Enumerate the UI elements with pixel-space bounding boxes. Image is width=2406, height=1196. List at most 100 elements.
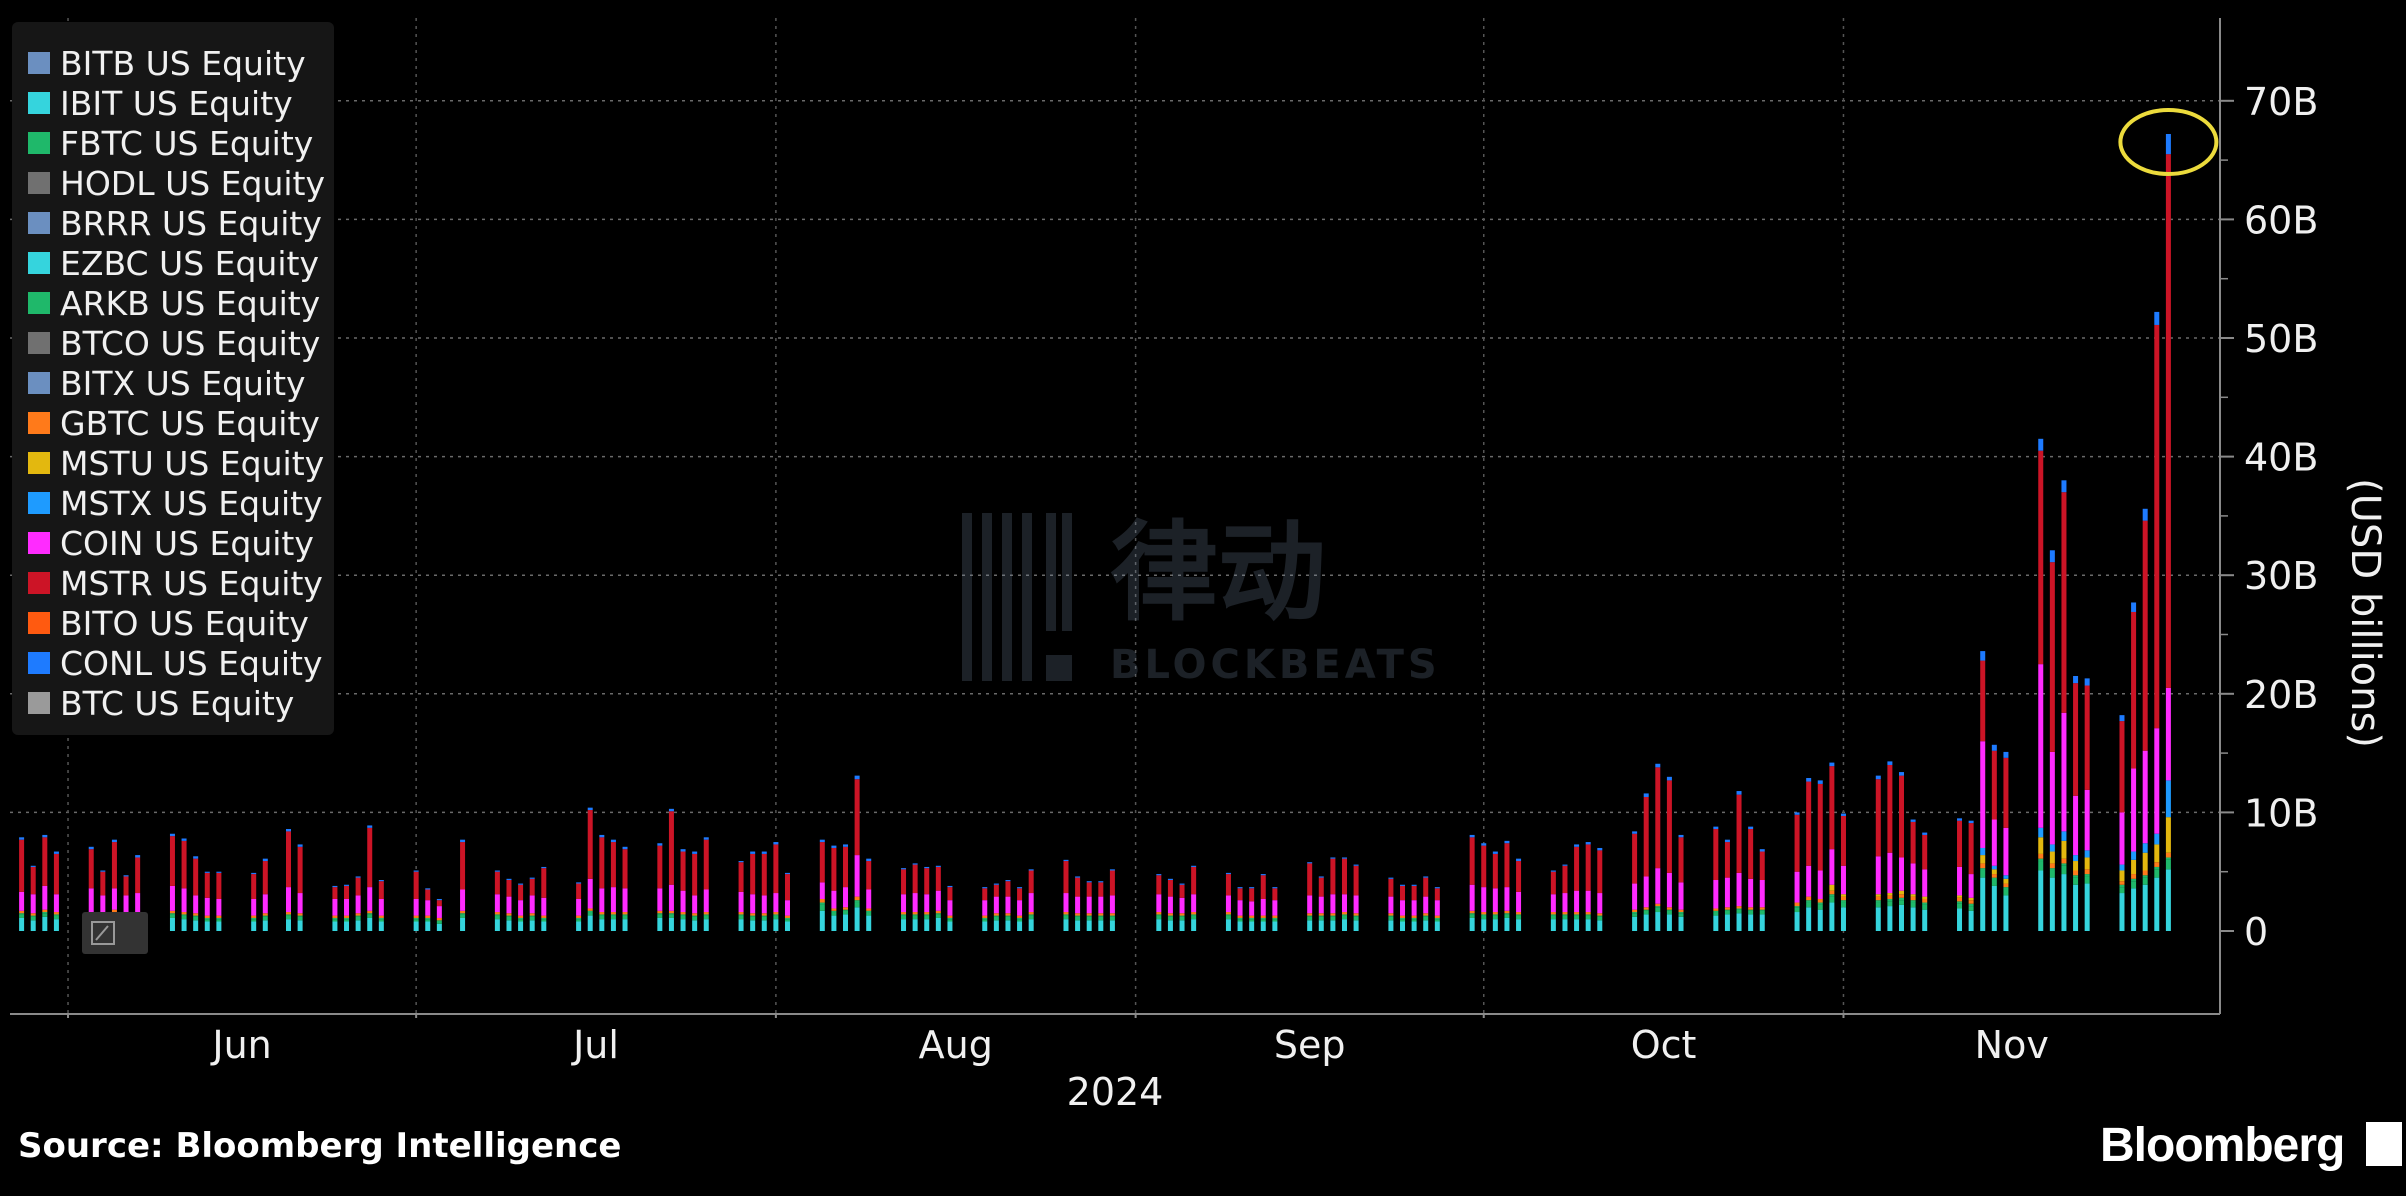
scroll-icon[interactable] — [82, 912, 148, 954]
bar-segment — [1516, 919, 1522, 931]
bar-segment — [518, 919, 524, 922]
bar-segment — [1922, 869, 1928, 897]
bar-stack — [367, 825, 373, 931]
bar-segment — [2119, 893, 2125, 931]
bar-segment — [773, 844, 779, 894]
legend-swatch — [28, 252, 50, 274]
bar-segment — [1167, 880, 1173, 897]
bar-segment — [1504, 887, 1510, 911]
bar-segment — [982, 900, 988, 916]
bar-segment — [924, 912, 930, 915]
bar-segment — [1806, 902, 1812, 908]
bar-segment — [2038, 837, 2044, 854]
bar-segment — [518, 900, 524, 916]
bar-segment — [2061, 492, 2067, 713]
bar-segment — [1910, 819, 1916, 822]
bar-segment — [599, 919, 605, 931]
bar-stack — [251, 872, 257, 931]
bar-segment — [947, 900, 953, 916]
legend-label: ARKB US Equity — [60, 283, 321, 323]
bar-segment — [1910, 863, 1916, 895]
legend-item: GBTC US Equity — [28, 404, 320, 443]
bar-segment — [993, 916, 999, 921]
bar-segment — [750, 894, 756, 914]
bar-segment — [1109, 915, 1115, 917]
bar-stack — [843, 844, 849, 931]
bar-segment — [1249, 888, 1255, 902]
bar-segment — [1225, 874, 1231, 896]
bar-stack — [1307, 862, 1313, 931]
bar-segment — [1678, 834, 1684, 838]
bar-segment — [1481, 912, 1487, 915]
bar-segment — [1005, 913, 1011, 916]
bar-segment — [1388, 913, 1394, 916]
bar-segment — [1887, 764, 1893, 853]
bar-segment — [2003, 827, 2009, 876]
bar-segment — [866, 908, 872, 911]
bar-segment — [1980, 863, 1986, 869]
bar-segment — [1968, 903, 1974, 907]
bar-segment — [993, 913, 999, 916]
bar-stack — [541, 866, 547, 931]
bar-segment — [529, 913, 535, 916]
bar-segment — [53, 853, 59, 895]
bar-segment — [1318, 920, 1324, 931]
legend-swatch — [28, 412, 50, 434]
bar-stack — [2049, 550, 2055, 931]
bar-segment — [2165, 687, 2171, 781]
bar-segment — [761, 895, 767, 914]
bar-segment — [773, 915, 779, 920]
bar-stack — [355, 876, 361, 931]
bar-segment — [216, 921, 222, 931]
bar-stack — [1179, 883, 1185, 931]
bar-segment — [1516, 912, 1522, 915]
bar-segment — [831, 890, 837, 909]
bar-segment — [436, 906, 442, 918]
bar-segment — [1806, 781, 1812, 866]
bar-segment — [2073, 683, 2079, 796]
bar-segment — [297, 920, 303, 931]
bar-segment — [1423, 913, 1429, 916]
bar-segment — [1237, 888, 1243, 901]
bar-stack — [901, 868, 907, 931]
bar-segment — [1759, 880, 1765, 908]
bar-stack — [1330, 857, 1336, 931]
bar-segment — [1991, 885, 1997, 931]
bar-stack — [529, 877, 535, 931]
bar-segment — [204, 871, 210, 873]
bar-segment — [831, 912, 837, 916]
bar-segment — [1156, 914, 1162, 916]
bar-stack — [425, 888, 431, 931]
bar-segment — [1794, 912, 1800, 931]
bar-segment — [262, 913, 268, 916]
bar-segment — [135, 855, 141, 858]
bar-stack — [494, 870, 500, 931]
bar-segment — [1794, 814, 1800, 872]
bar-segment — [1898, 890, 1904, 895]
bar-segment — [1922, 902, 1928, 905]
bar-segment — [123, 875, 129, 877]
bar-segment — [2165, 134, 2171, 155]
bar-segment — [912, 912, 918, 915]
bar-segment — [1678, 916, 1684, 931]
bar-segment — [1713, 880, 1719, 909]
legend-swatch — [28, 332, 50, 354]
bar-segment — [668, 811, 674, 885]
bar-segment — [1260, 874, 1266, 876]
bar-segment — [1260, 921, 1266, 931]
bar-segment — [494, 912, 500, 915]
legend-swatch — [28, 92, 50, 114]
bar-segment — [1400, 921, 1406, 931]
bar-segment — [1585, 844, 1591, 891]
y-tick-label: 40B — [2244, 436, 2318, 480]
bar-segment — [413, 898, 419, 916]
bar-segment — [750, 915, 756, 917]
bar-segment — [332, 917, 338, 920]
bar-segment — [286, 829, 292, 832]
bar-segment — [42, 885, 48, 910]
bar-segment — [1516, 915, 1522, 920]
bar-segment — [378, 898, 384, 916]
bar-segment — [599, 834, 605, 838]
bar-segment — [2154, 311, 2160, 325]
bar-stack — [1481, 843, 1487, 931]
